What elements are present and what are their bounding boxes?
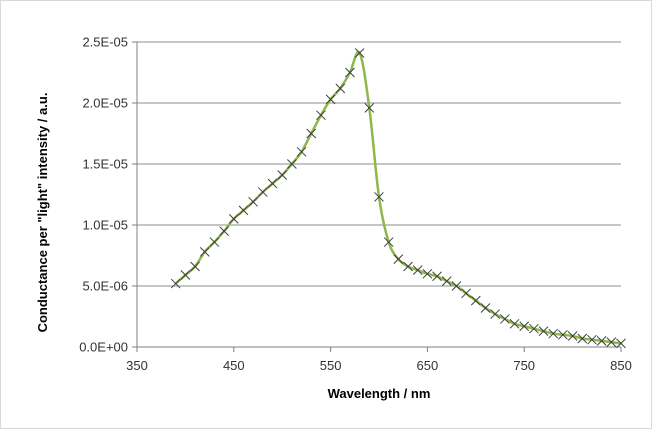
data-point-0-20 [364,103,375,113]
x-tick-label-3: 650 [417,358,439,373]
data-point-0-8 [248,196,259,207]
data-point-0-24 [403,261,413,272]
axes [132,41,622,352]
data-point-0-15 [316,110,326,121]
tick-labels: 0.0E+00 5.0E-06 1.0E-05 1.5E-05 2.0E-05 2.5E-… [79,35,632,374]
data-point-0-5 [219,226,229,236]
y-tick-label-0: 0.0E+00 [79,340,128,355]
data-point-0-4 [209,237,220,247]
data-point-0-2 [190,261,200,272]
data-point-0-33 [490,309,501,319]
data-point-0-11 [277,170,288,180]
data-point-0-31 [470,295,481,306]
data-point-0-27 [432,271,442,282]
x-tick-label-1: 450 [223,358,245,373]
y-tick-label-5: 2.5E-05 [82,35,128,50]
data-point-0-29 [451,281,462,291]
data-point-0-10 [267,178,278,189]
x-tick-label-2: 550 [320,358,342,373]
data-point-0-41 [567,331,578,341]
data-point-0-43 [587,334,597,345]
data-point-0-3 [199,246,210,257]
x-tick-label-4: 750 [513,358,535,373]
data-point-0-9 [257,187,268,197]
series-layer [170,48,626,349]
data-point-0-32 [480,303,491,313]
y-tick-label-3: 1.5E-05 [82,157,128,172]
y-axis-title: Conductance per "light" intensity / a.u. [35,93,50,333]
data-point-0-42 [577,333,588,344]
y-tick-label-2: 1.0E-05 [82,218,128,233]
data-point-0-12 [287,159,297,169]
data-point-0-38 [538,326,549,336]
data-point-0-36 [519,321,530,332]
data-point-0-35 [509,318,520,329]
series-line-0 [174,50,623,345]
data-point-0-28 [441,276,452,286]
y-tick-label-4: 2.0E-05 [82,96,128,111]
data-point-0-37 [529,323,539,334]
data-point-0-17 [335,83,346,94]
data-point-0-39 [548,328,559,339]
data-point-0-26 [422,268,433,279]
data-point-0-18 [345,67,355,78]
data-point-0-25 [412,265,423,275]
data-point-0-1 [180,270,191,280]
data-point-0-6 [228,214,239,224]
data-point-0-21 [374,192,384,202]
x-tick-label-5: 850 [610,358,632,373]
x-tick-label-0: 350 [126,358,148,373]
data-point-0-0 [170,278,181,289]
data-point-0-7 [238,205,249,216]
data-point-0-22 [383,237,394,247]
data-point-0-23 [393,254,404,265]
data-point-0-19 [354,48,365,58]
data-point-0-16 [325,94,336,105]
data-point-0-13 [296,146,307,157]
x-axis-title: Wavelength / nm [328,386,431,401]
data-point-0-44 [596,336,607,346]
data-point-0-40 [558,329,568,340]
grid-lines [137,41,621,287]
data-point-0-34 [499,314,510,324]
data-point-0-30 [461,288,471,299]
data-point-0-45 [606,337,617,347]
y-tick-label-1: 5.0E-06 [82,279,128,294]
data-point-0-14 [306,128,317,139]
data-point-0-46 [616,338,626,349]
